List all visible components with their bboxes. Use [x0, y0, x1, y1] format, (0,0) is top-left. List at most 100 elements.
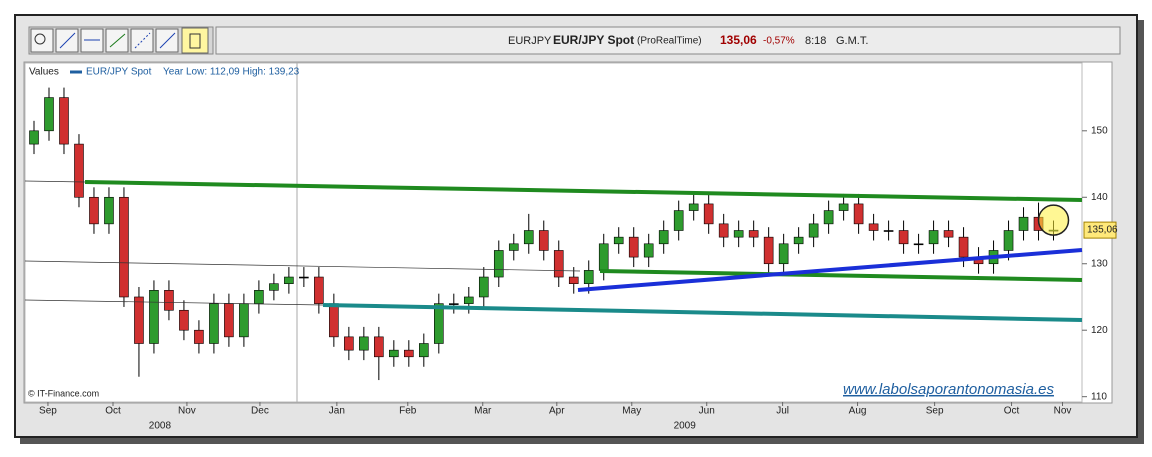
- trend-line: [24, 299, 324, 306]
- candle-body: [314, 276, 324, 304]
- candle: [359, 326, 369, 361]
- candle-body: [179, 309, 189, 331]
- x-tick-label: Jul: [776, 406, 789, 417]
- candle: [389, 340, 399, 367]
- candle-body: [613, 236, 624, 245]
- trend-line: [84, 180, 1083, 202]
- candle-body: [703, 203, 714, 225]
- candle: [508, 233, 519, 261]
- trend-line: [322, 303, 1083, 322]
- candle: [344, 326, 354, 361]
- watermark[interactable]: www.labolsaporantonomasia.es: [843, 381, 1054, 398]
- candle: [733, 220, 744, 248]
- legend-title: Values: [29, 67, 59, 78]
- candle-body: [1018, 216, 1029, 231]
- candle: [419, 333, 429, 367]
- candle-body: [164, 290, 174, 311]
- candle: [883, 220, 894, 241]
- candle: [718, 213, 729, 248]
- candle: [404, 340, 414, 367]
- credit: © IT-Finance.com: [28, 388, 99, 398]
- candle-body: [194, 329, 204, 344]
- icon: [159, 32, 176, 49]
- candle-body: [299, 276, 309, 279]
- icon: [134, 32, 151, 49]
- candle-body: [598, 243, 609, 271]
- candle-body: [838, 203, 849, 211]
- icon: [34, 33, 46, 45]
- candle: [1003, 220, 1014, 261]
- candle-body: [868, 223, 879, 231]
- candle: [209, 293, 219, 354]
- candle-body: [44, 97, 54, 132]
- candle: [763, 227, 774, 274]
- zoom-button[interactable]: [30, 28, 54, 53]
- candle: [29, 120, 39, 155]
- candle: [448, 293, 459, 314]
- candle: [823, 200, 834, 234]
- candle-body: [374, 336, 384, 358]
- symbol: EURJPY: [508, 35, 552, 47]
- last-price-box: [1083, 221, 1117, 239]
- candle-body: [359, 336, 369, 351]
- range-note: Year Low: 112,09 High: 139,23: [163, 67, 300, 78]
- candle-body: [583, 270, 594, 284]
- candle: [628, 227, 639, 268]
- candle-body: [958, 236, 969, 258]
- source: (ProRealTime): [637, 36, 702, 47]
- y-tick-label: 120: [1091, 325, 1108, 336]
- candle: [868, 213, 879, 241]
- candle: [104, 187, 114, 234]
- last-price-label: 135,06: [1087, 225, 1118, 236]
- candle: [119, 187, 129, 307]
- candle: [838, 193, 849, 221]
- plot-area: [24, 62, 1083, 403]
- candle-body: [224, 303, 234, 338]
- delete-button[interactable]: [181, 27, 209, 54]
- candle: [553, 240, 564, 288]
- candle: [568, 267, 579, 294]
- candle: [478, 267, 489, 307]
- candle-body: [254, 290, 264, 304]
- title-bar: [215, 26, 1121, 55]
- candle: [748, 220, 759, 248]
- candle: [194, 320, 204, 354]
- candle-body: [898, 230, 909, 245]
- candle-body: [134, 296, 144, 344]
- time: 8:18: [805, 35, 826, 47]
- candle-body: [74, 143, 84, 198]
- candle: [808, 213, 819, 248]
- x-tick-label: May: [622, 406, 641, 417]
- candle-body: [508, 243, 519, 251]
- candle: [853, 193, 864, 234]
- candle-body: [284, 276, 294, 284]
- fibo-button[interactable]: [130, 28, 154, 53]
- x-tick-label: Feb: [399, 406, 417, 417]
- candle: [613, 227, 624, 254]
- candle-body: [883, 230, 894, 232]
- y-tick-label: 130: [1091, 258, 1108, 269]
- candle: [703, 193, 714, 234]
- candle: [59, 87, 69, 155]
- y-tick-label: 110: [1091, 391, 1107, 402]
- candle-body: [853, 203, 864, 225]
- candle: [778, 233, 789, 274]
- candle-body: [478, 276, 489, 298]
- candle: [493, 240, 504, 288]
- x-tick-label: Jun: [699, 406, 715, 417]
- candle: [913, 233, 924, 254]
- candle: [898, 220, 909, 254]
- candle-body: [718, 223, 729, 238]
- candle-body: [1003, 230, 1014, 251]
- trend-line: [24, 180, 86, 183]
- y-tick-label: 140: [1091, 192, 1108, 203]
- candle: [1018, 207, 1029, 241]
- candle-body: [568, 276, 579, 284]
- trend-lines: [24, 180, 1083, 322]
- candle: [523, 213, 534, 254]
- candle: [74, 134, 84, 208]
- candle-body: [493, 250, 504, 278]
- candle-body: [104, 196, 114, 225]
- x-tick-label: Apr: [549, 406, 565, 417]
- year-label: 2008: [149, 421, 172, 432]
